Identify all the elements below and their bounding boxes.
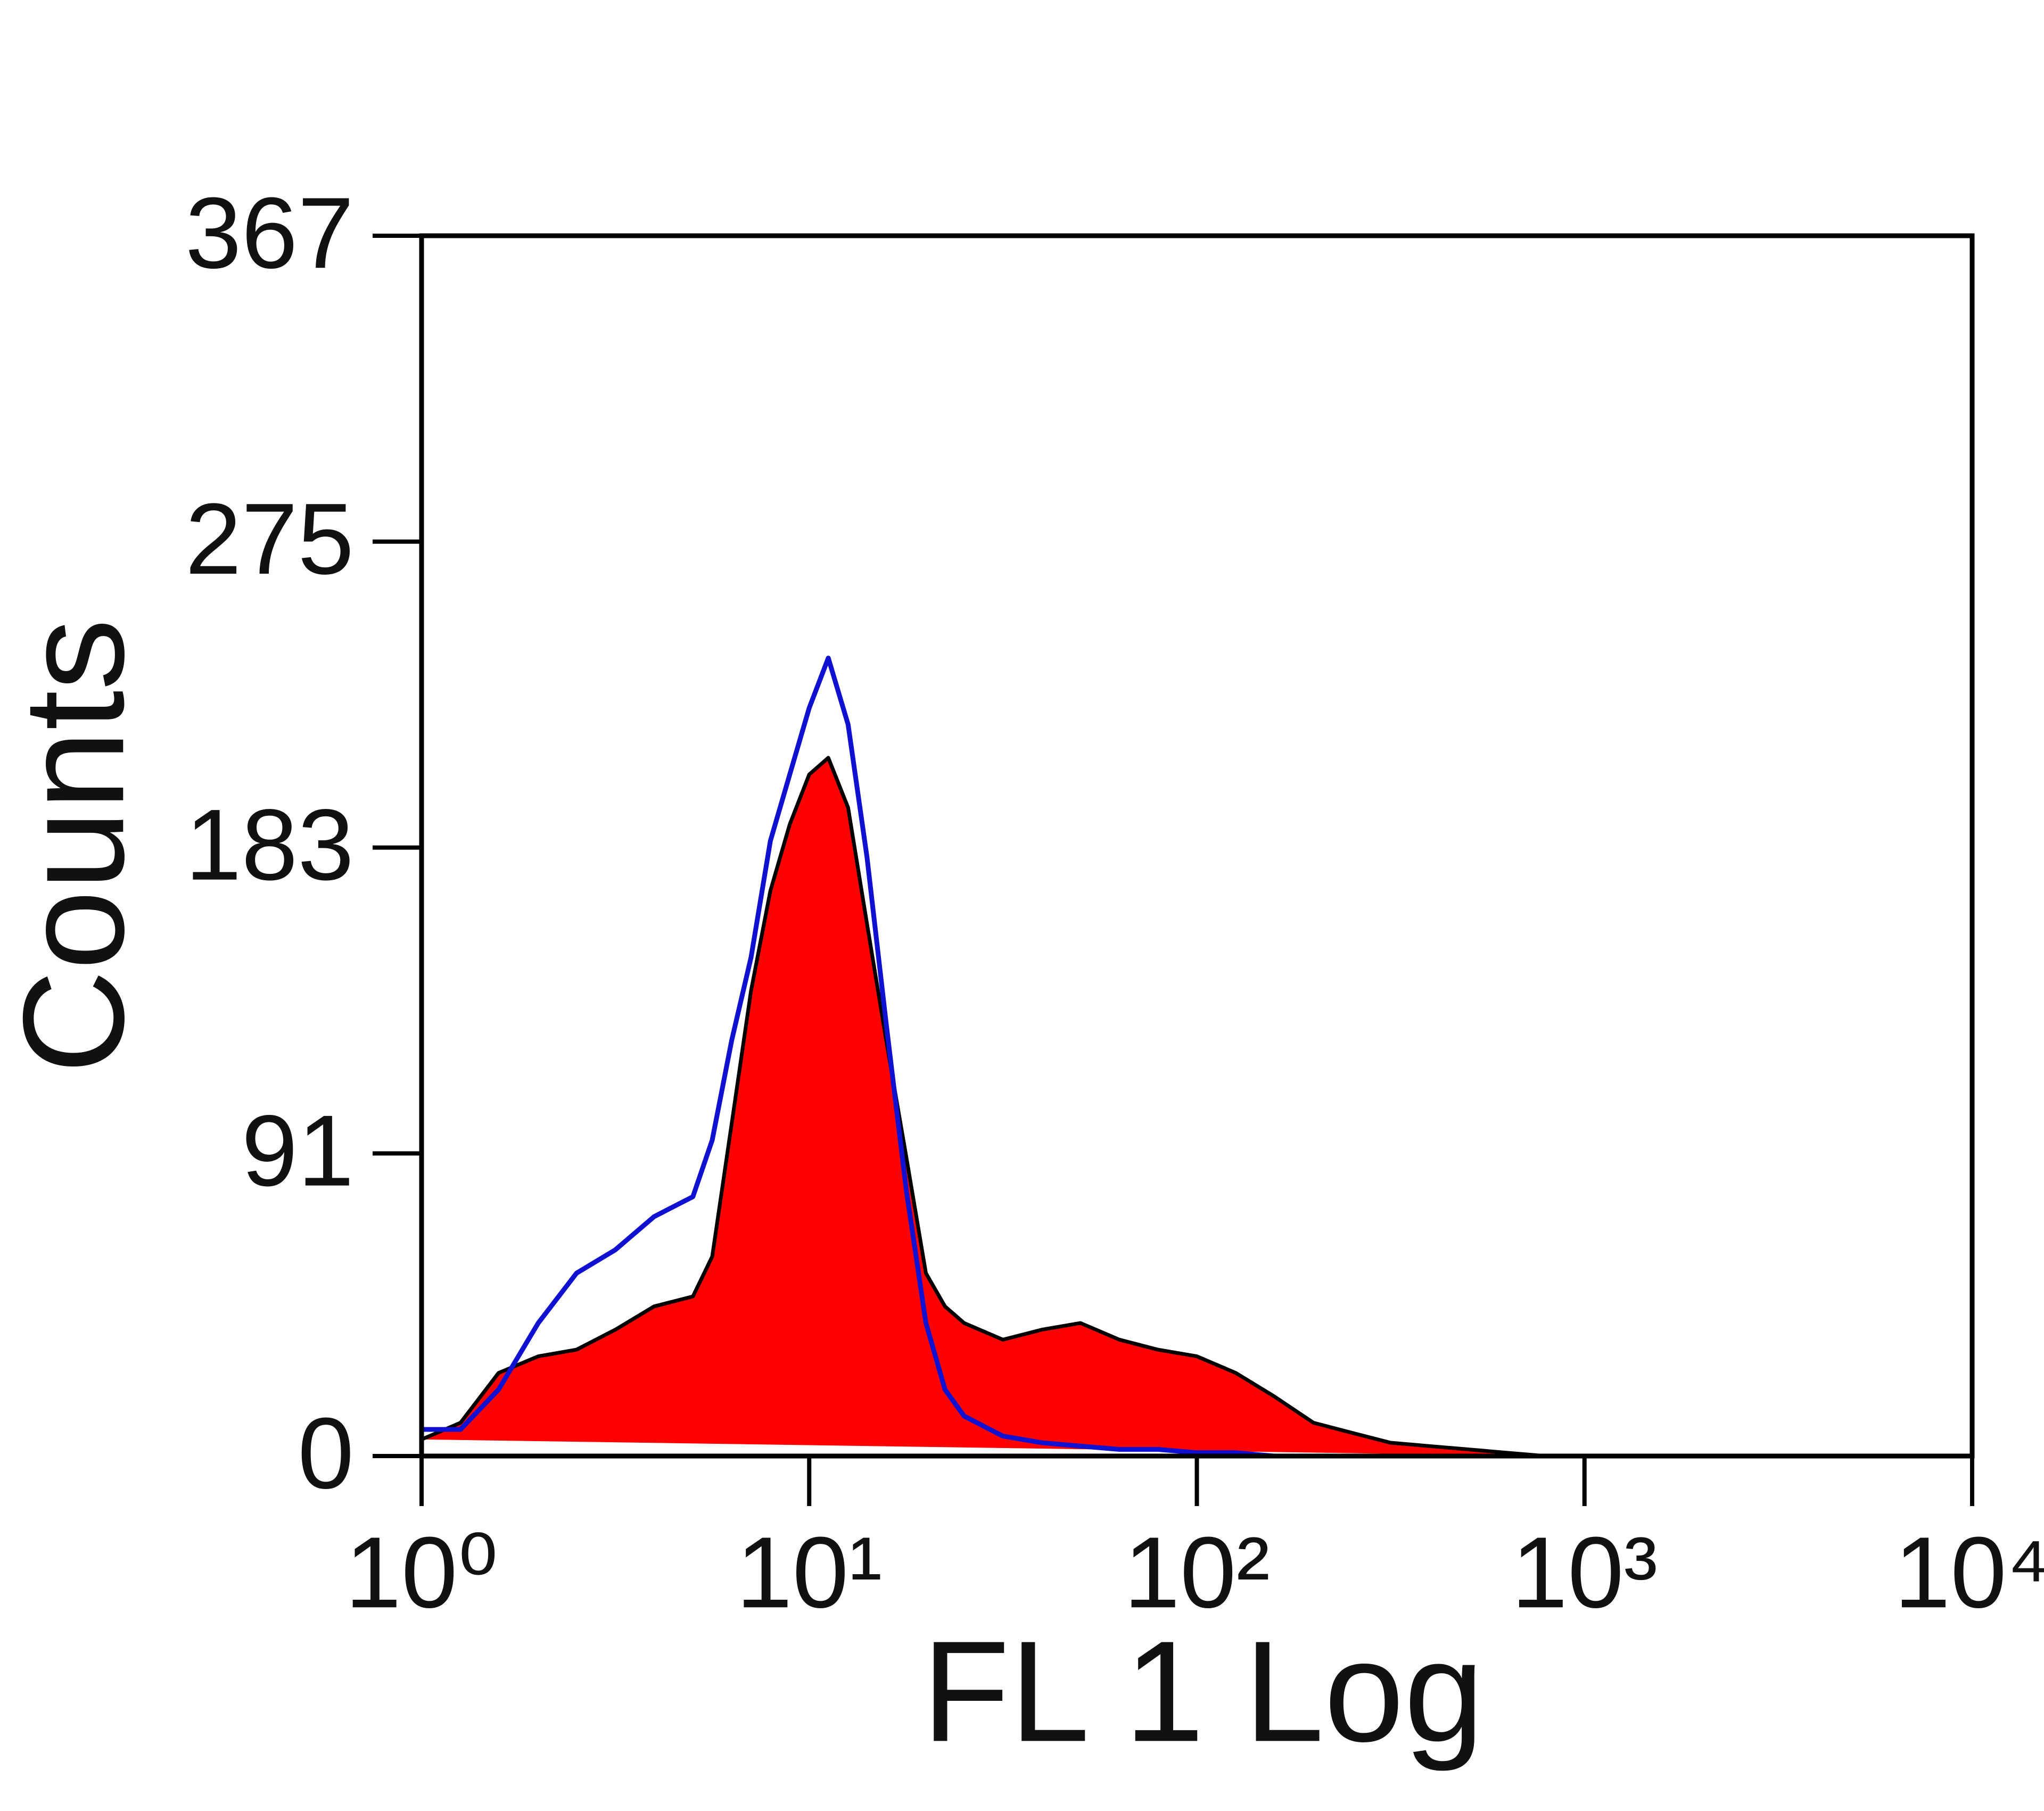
filled-histogram xyxy=(421,756,1546,1458)
y-tick-label: 275 xyxy=(185,483,354,596)
x-tick-label: 10³ xyxy=(1511,1516,1658,1629)
y-tick-label: 367 xyxy=(185,177,354,290)
y-tick-label: 91 xyxy=(242,1095,354,1208)
x-tick-label: 10² xyxy=(1124,1516,1270,1629)
x-tick-label: 10⁴ xyxy=(1894,1516,2044,1629)
y-tick-label: 183 xyxy=(185,789,354,902)
x-tick-label: 10⁰ xyxy=(345,1516,498,1629)
y-tick-label: 0 xyxy=(298,1397,354,1510)
x-tick-label: 10¹ xyxy=(736,1516,883,1629)
x-axis-label: FL 1 Log xyxy=(922,1611,1484,1772)
plot-frame xyxy=(419,233,1975,1459)
y-axis-label: Counts xyxy=(0,618,154,1073)
